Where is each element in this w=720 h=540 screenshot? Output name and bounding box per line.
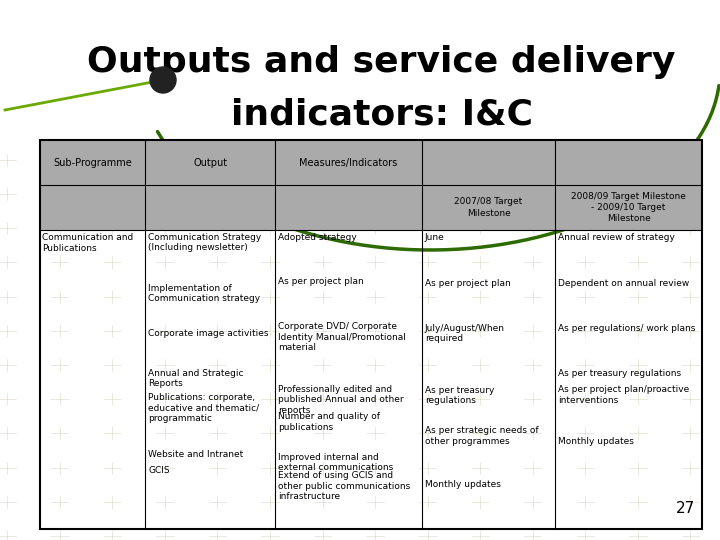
Text: Sub-Programme: Sub-Programme	[53, 158, 132, 168]
Text: Dependent on annual review: Dependent on annual review	[558, 279, 689, 288]
Text: As per project plan: As per project plan	[278, 278, 364, 287]
Text: Outputs and service delivery: Outputs and service delivery	[87, 45, 676, 79]
Text: Improved internal and
external communications: Improved internal and external communica…	[278, 453, 393, 472]
Text: Monthly updates: Monthly updates	[558, 437, 634, 447]
Text: 2007/08 Target
Milestone: 2007/08 Target Milestone	[454, 198, 523, 218]
Text: As per treasury regulations: As per treasury regulations	[558, 369, 681, 378]
Text: GCIS: GCIS	[148, 466, 170, 475]
Text: Annual and Strategic
Reports: Annual and Strategic Reports	[148, 369, 244, 388]
Circle shape	[150, 67, 176, 93]
Text: July/August/When
required: July/August/When required	[425, 324, 505, 343]
Text: As per project plan: As per project plan	[425, 279, 510, 288]
Text: Measures/Indicators: Measures/Indicators	[300, 158, 397, 168]
Text: Corporate image activities: Corporate image activities	[148, 329, 269, 338]
Text: June: June	[425, 233, 445, 241]
Text: indicators: I&C: indicators: I&C	[230, 98, 533, 132]
Circle shape	[154, 71, 172, 89]
Text: Communication Strategy
(Including newsletter): Communication Strategy (Including newsle…	[148, 233, 261, 252]
Text: As per strategic needs of
other programmes: As per strategic needs of other programm…	[425, 426, 539, 445]
Circle shape	[161, 78, 165, 82]
Text: Implementation of
Communication strategy: Implementation of Communication strategy	[148, 284, 261, 303]
Text: Output: Output	[193, 158, 228, 168]
Text: Adopted strategy: Adopted strategy	[278, 233, 357, 241]
Text: 2008/09 Target Milestone
- 2009/10 Target
Milestone: 2008/09 Target Milestone - 2009/10 Targe…	[571, 192, 686, 223]
Circle shape	[158, 75, 168, 85]
Text: Monthly updates: Monthly updates	[425, 480, 501, 489]
Text: As per treasury
regulations: As per treasury regulations	[425, 386, 494, 406]
Text: Number and quality of
publications: Number and quality of publications	[278, 413, 380, 432]
Text: Publications: corporate,
educative and thematic/
programmatic: Publications: corporate, educative and t…	[148, 393, 259, 423]
Text: Website and Intranet: Website and Intranet	[148, 450, 243, 459]
Text: As per project plan/proactive
interventions: As per project plan/proactive interventi…	[558, 386, 689, 405]
Bar	[40, 140, 702, 230]
Text: Annual review of strategy: Annual review of strategy	[558, 233, 675, 241]
Bar	[40, 140, 702, 529]
Text: As per regulations/ work plans: As per regulations/ work plans	[558, 324, 696, 333]
Text: Communication and
Publications: Communication and Publications	[42, 233, 134, 253]
Text: 27: 27	[676, 501, 696, 516]
Text: Corporate DVD/ Corporate
Identity Manual/Promotional
material: Corporate DVD/ Corporate Identity Manual…	[278, 322, 406, 352]
Text: Professionally edited and
published Annual and other
reports: Professionally edited and published Annu…	[278, 385, 404, 415]
Text: Extend of using GCIS and
other public communications
infrastructure: Extend of using GCIS and other public co…	[278, 471, 410, 501]
